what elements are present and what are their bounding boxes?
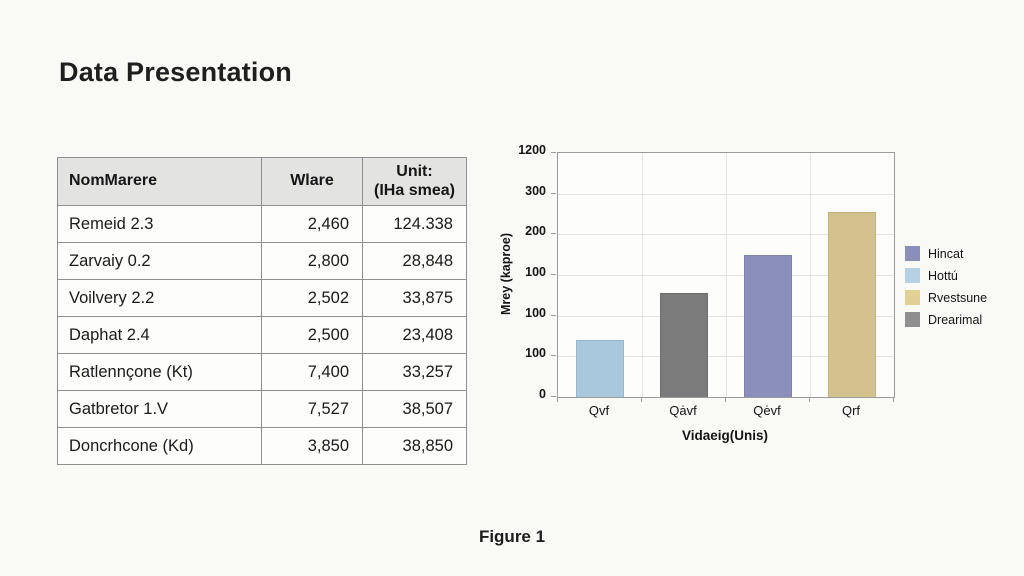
y-tick-label: 100 bbox=[525, 346, 546, 361]
column-header-line: Unit: bbox=[396, 163, 433, 181]
y-axis-title: Mrey (kaproe) bbox=[499, 233, 513, 315]
table-row: Daphat 2.4 2,500 23,408 bbox=[57, 316, 467, 354]
x-tick-mark bbox=[557, 397, 558, 402]
table-cell-unit: 38,507 bbox=[362, 390, 467, 428]
table-row: Gatbretor 1.V 7,527 38,507 bbox=[57, 390, 467, 428]
table-cell-name: Gatbretor 1.V bbox=[57, 390, 262, 428]
table-body: Remeid 2.3 2,460 124.338 Zarvaiy 0.2 2,800 28… bbox=[57, 205, 467, 465]
y-tick-label: 1200 bbox=[518, 143, 546, 157]
table-cell-name: Zarvaiy 0.2 bbox=[57, 242, 262, 280]
h-gridline bbox=[558, 356, 894, 358]
figure-caption: Figure 1 bbox=[478, 527, 546, 546]
y-tick-label: 300 bbox=[525, 183, 546, 198]
column-header: NomMarere bbox=[57, 157, 262, 206]
y-tick-label: 200 bbox=[525, 224, 546, 239]
table-cell-unit: 38,850 bbox=[362, 427, 467, 465]
h-gridline bbox=[558, 275, 894, 276]
table-cell-name: Ratlennçone (Kt) bbox=[57, 353, 262, 391]
column-header-line: (IHa smea) bbox=[374, 181, 455, 199]
x-tick-mark bbox=[893, 397, 894, 402]
y-tick-label: 0 bbox=[539, 387, 546, 401]
bar-Qȧvf bbox=[660, 293, 708, 397]
table-cell-unit: 33,875 bbox=[362, 279, 467, 317]
y-tick-label: 100 bbox=[525, 305, 546, 320]
table-cell-unit: 33,257 bbox=[362, 353, 467, 391]
x-tick-mark bbox=[641, 397, 642, 402]
table-row: Ratlennçone (Kt) 7,400 33,257 bbox=[57, 353, 467, 391]
page-title: Data Presentation bbox=[59, 57, 292, 87]
legend-row: Hincat bbox=[905, 246, 987, 261]
table-cell-name: Daphat 2.4 bbox=[57, 316, 262, 354]
legend-label: Rvestsune bbox=[928, 290, 988, 305]
legend-label: Hottú bbox=[928, 268, 958, 283]
y-tick-mark bbox=[551, 152, 556, 153]
legend-label: Drearimal bbox=[928, 312, 983, 327]
table-row: Remeid 2.3 2,460 124.338 bbox=[57, 205, 467, 243]
table-cell-unit: 124.338 bbox=[362, 205, 467, 243]
v-gridline bbox=[642, 153, 643, 397]
h-gridline bbox=[558, 193, 894, 195]
legend-row: Drearimal bbox=[905, 312, 987, 327]
y-tick-mark bbox=[551, 274, 556, 275]
y-tick-mark bbox=[551, 192, 556, 194]
table-row: Voilvery 2.2 2,502 33,875 bbox=[57, 279, 467, 317]
x-tick-label: Qȧvf bbox=[669, 403, 697, 418]
legend-label: Hincat bbox=[928, 246, 964, 261]
v-gridline bbox=[810, 153, 811, 397]
table-cell-unit: 28,848 bbox=[362, 242, 467, 280]
x-tick-label: Qėvf bbox=[753, 403, 781, 418]
v-gridline bbox=[726, 153, 727, 397]
y-tick-mark bbox=[551, 314, 556, 316]
bar-Qėvf bbox=[744, 254, 792, 397]
legend-swatch bbox=[905, 246, 920, 261]
table-row: Zarvaiy 0.2 2,800 28,848 bbox=[57, 242, 467, 280]
x-tick-mark bbox=[809, 397, 810, 402]
y-tick-mark bbox=[551, 396, 556, 397]
legend-row: Rvestsune bbox=[905, 290, 987, 305]
table-head-row: NomMarere Wlare Unit: (IHa smea) bbox=[57, 157, 467, 206]
x-axis-title: Vidaeig(Unis) bbox=[681, 428, 769, 443]
y-tick-mark bbox=[551, 233, 556, 235]
legend-swatch bbox=[905, 268, 920, 283]
table-cell-value: 2,500 bbox=[261, 316, 363, 354]
legend-row: Hottú bbox=[905, 268, 987, 283]
table-cell-name: Remeid 2.3 bbox=[57, 205, 262, 243]
bar-Qrf bbox=[828, 211, 876, 397]
table-row: Doncrhcone (Kd) 3,850 38,850 bbox=[57, 427, 467, 465]
plot-area bbox=[557, 152, 895, 398]
table-cell-name: Voilvery 2.2 bbox=[57, 279, 262, 317]
y-tick-mark bbox=[551, 355, 556, 357]
column-header-line: NomMarere bbox=[69, 172, 158, 190]
data-table: NomMarere Wlare Unit: (IHa smea) Remeid 2.3… bbox=[57, 157, 467, 465]
table-cell-value: 3,850 bbox=[261, 427, 363, 465]
chart-legend: Hincat Hottú Rvestsune Drearimal bbox=[905, 246, 987, 334]
table-cell-value: 7,400 bbox=[261, 353, 363, 391]
legend-swatch bbox=[905, 312, 920, 327]
column-header: Unit: (IHa smea) bbox=[362, 157, 467, 206]
x-tick-mark bbox=[725, 397, 726, 402]
table-cell-name: Doncrhcone (Kd) bbox=[57, 427, 262, 465]
table-cell-value: 2,460 bbox=[261, 205, 363, 243]
table-cell-value: 2,800 bbox=[261, 242, 363, 280]
column-header: Wlare bbox=[261, 157, 363, 206]
table-cell-unit: 23,408 bbox=[362, 316, 467, 354]
y-tick-label: 100 bbox=[525, 265, 546, 279]
legend-swatch bbox=[905, 290, 920, 305]
x-tick-label: Qrf bbox=[841, 403, 861, 418]
h-gridline bbox=[558, 315, 894, 317]
bar-Qvf bbox=[576, 340, 624, 397]
h-gridline bbox=[558, 234, 894, 236]
table-cell-value: 2,502 bbox=[261, 279, 363, 317]
x-tick-label: Qvf bbox=[588, 403, 610, 418]
table-cell-value: 7,527 bbox=[261, 390, 363, 428]
column-header-line: Wlare bbox=[290, 172, 334, 190]
